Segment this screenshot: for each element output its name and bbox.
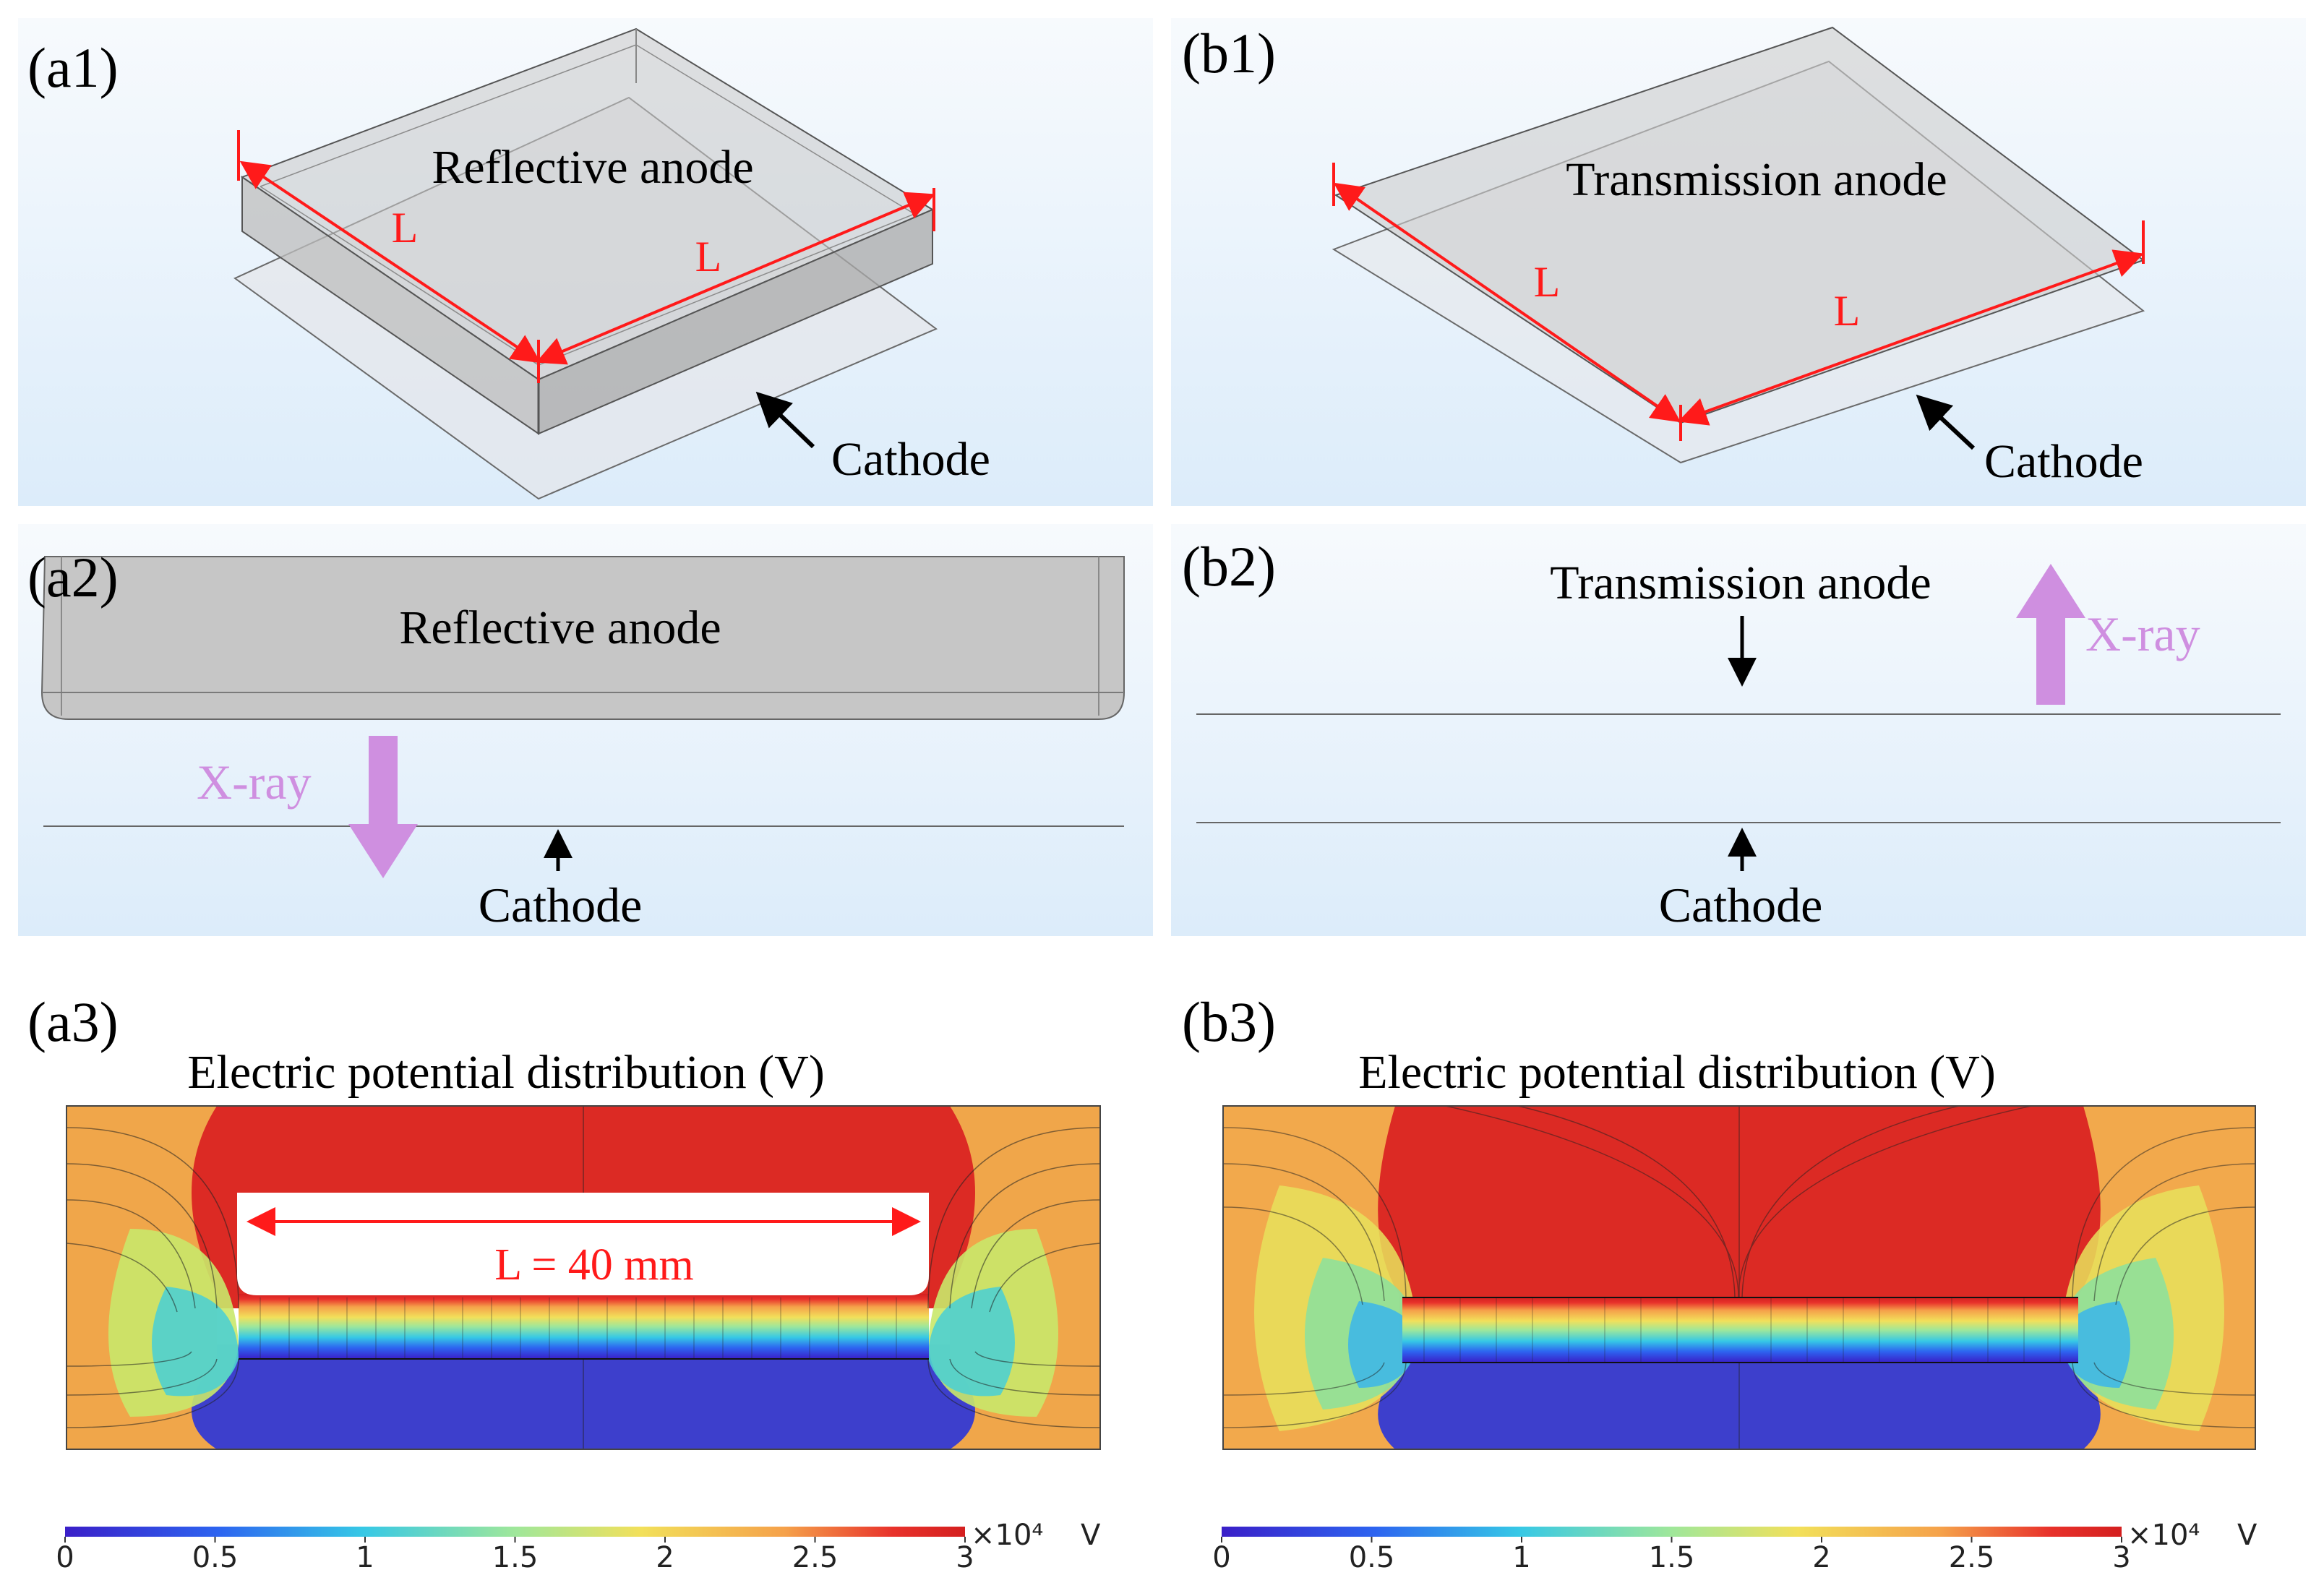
plot-title: Electric potential distribution (V): [187, 1046, 825, 1099]
colorbar-gradient: [65, 1527, 965, 1537]
panel-b3: (b3) Electric potential distribution (V): [1182, 990, 2257, 1574]
dimension-label: L: [1534, 258, 1561, 306]
panel-label: (a1): [27, 36, 119, 99]
panel-a2: (a2) Reflective anode X-ray Cathode: [27, 546, 1125, 932]
xray-label: X-ray: [2085, 606, 2200, 661]
panel-label: (b1): [1182, 22, 1276, 85]
xray-arrow: [2016, 564, 2085, 705]
colorbar-tick-label: 1.5: [1649, 1541, 1695, 1574]
cathode-label: Cathode: [1659, 878, 1823, 932]
colorbar-tick-label: 0: [56, 1541, 74, 1574]
anode-label: Reflective anode: [399, 601, 721, 654]
cathode-pointer-arrow: [1916, 394, 1976, 450]
colorbar-multiplier: ×10⁴: [971, 1519, 1043, 1552]
panel-label: (b2): [1182, 535, 1276, 598]
colorbar-tick-label: 2: [1812, 1541, 1830, 1574]
anode-label: Transmission anode: [1550, 557, 1931, 609]
dimension-label: L = 40 mm: [494, 1240, 694, 1290]
cathode-label: Cathode: [1984, 435, 2143, 488]
colorbar-tick-label: 1: [356, 1541, 374, 1574]
colorbar-tick-label: 2.5: [792, 1541, 839, 1574]
anode-label: Reflective anode: [432, 141, 753, 194]
colorbar-multiplier: ×10⁴: [2127, 1519, 2200, 1552]
cathode-label: Cathode: [831, 433, 990, 486]
xray-label: X-ray: [197, 755, 312, 810]
colorbar: 0 0.5 1 1.5 2 2.5 3 ×10⁴ V: [1212, 1519, 2257, 1574]
potential-field-plot: [1222, 1105, 2256, 1450]
cathode-pointer-arrow: [755, 391, 815, 449]
colorbar-gradient: [1222, 1527, 2122, 1537]
colorbar-tick-label: 2.5: [1949, 1541, 1995, 1574]
colorbar: 0 0.5 1 1.5 2 2.5 3 ×10⁴ V: [56, 1519, 1101, 1574]
panel-a3: (a3) Electric potential distribution (V): [27, 990, 1101, 1574]
panel-b1: (b1) Transmission anode L L Cathode: [1182, 22, 2145, 488]
dimension-line-left: [1333, 182, 1681, 423]
xray-arrow: [348, 736, 418, 878]
colorbar-unit: V: [2237, 1519, 2257, 1552]
dimension-line-right: [536, 192, 935, 365]
colorbar-tick-label: 0: [1212, 1541, 1230, 1574]
colorbar-tick-label: 0.5: [1349, 1541, 1395, 1574]
dimension-line-left: [239, 160, 541, 364]
panel-label: (a3): [27, 990, 119, 1053]
colorbar-unit: V: [1081, 1519, 1101, 1552]
panel-a1: (a1) Reflective anode L L Cathode: [27, 27, 990, 500]
panel-label: (a2): [27, 546, 119, 609]
plot-title: Electric potential distribution (V): [1358, 1046, 1996, 1099]
dimension-line-right: [1678, 249, 2144, 426]
panel-label: (b3): [1182, 990, 1276, 1053]
reflective-anode-block: [40, 556, 1125, 720]
dimension-label: L: [1834, 287, 1861, 335]
colorbar-tick-label: 3: [2112, 1541, 2130, 1574]
colorbar-tick-label: 1: [1512, 1541, 1530, 1574]
panel-b2-background: [1171, 524, 2306, 936]
colorbar-ticks: 0 0.5 1 1.5 2 2.5 3: [56, 1537, 974, 1574]
colorbar-tick-label: 3: [956, 1541, 974, 1574]
colorbar-tick-label: 2: [656, 1541, 674, 1574]
dimension-label: L: [392, 204, 419, 252]
colorbar-tick-label: 1.5: [492, 1541, 539, 1574]
colorbar-tick-label: 0.5: [192, 1541, 239, 1574]
anode-label: Transmission anode: [1566, 153, 1947, 206]
colorbar-ticks: 0 0.5 1 1.5 2 2.5 3: [1212, 1537, 2131, 1574]
cathode-label: Cathode: [479, 878, 643, 932]
dimension-label: L: [695, 233, 722, 280]
panel-b2: (b2) Transmission anode X-ray Cathode: [1182, 535, 2281, 932]
